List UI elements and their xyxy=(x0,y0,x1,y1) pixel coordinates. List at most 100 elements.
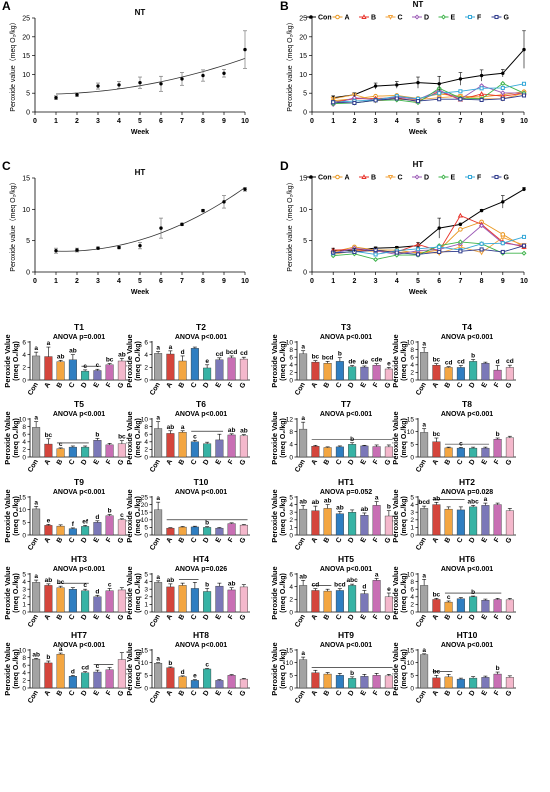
x-tick-label: 7 xyxy=(180,118,184,125)
x-tick-label: A xyxy=(311,537,320,545)
x-axis-label: Week xyxy=(131,129,149,136)
point-F xyxy=(373,252,378,257)
x-tick-label: F xyxy=(372,536,381,544)
anova-label: ANOVA p<0.001 xyxy=(320,411,372,418)
y-tick-label: 5 xyxy=(289,673,293,680)
y-axis-label: Peroxide Value xyxy=(125,334,134,387)
x-tick-label: G xyxy=(117,381,126,390)
x-tick-label: D xyxy=(202,382,211,390)
bar-D xyxy=(203,668,212,689)
x-tick-label: A xyxy=(44,537,53,545)
significance-letter: a xyxy=(156,656,160,663)
y-axis-label: Peroxide Value xyxy=(3,411,12,464)
bar-C xyxy=(190,588,199,613)
y-tick-label: 4 xyxy=(144,352,148,359)
y-axis-unit: (meq O₂/kg) xyxy=(135,418,142,458)
x-tick-label: E xyxy=(360,458,369,466)
x-tick-label: F xyxy=(493,458,502,466)
point-E xyxy=(500,80,506,86)
point-G xyxy=(500,249,505,254)
significance-letter: de xyxy=(348,359,356,366)
legend-marker-A-shape xyxy=(335,174,340,180)
point-G-shape xyxy=(521,93,527,98)
y-tick-label: 6 xyxy=(22,339,26,346)
y-axis-label: Peroxide Value xyxy=(391,411,400,464)
significance-letter: b xyxy=(387,504,391,511)
chart-title: T7 xyxy=(341,399,351,409)
bar-D xyxy=(81,370,90,381)
point-F-shape xyxy=(500,85,505,90)
data-point xyxy=(96,84,100,88)
legend-label: B xyxy=(371,15,376,22)
data-point xyxy=(222,71,226,75)
x-tick-label: B xyxy=(56,382,65,390)
x-tick-label: G xyxy=(505,689,514,698)
x-tick-label: E xyxy=(360,381,369,389)
bar-C xyxy=(190,680,199,689)
point-D xyxy=(500,90,506,96)
significance-letter: cd xyxy=(240,350,248,357)
bar-G xyxy=(239,678,248,689)
x-tick-label: Con xyxy=(415,690,428,705)
x-tick-label: 10 xyxy=(241,118,249,125)
bar-Con xyxy=(154,509,163,536)
y-tick-label: 5 xyxy=(303,238,307,245)
y-tick-label: 5 xyxy=(303,91,307,98)
point-F xyxy=(500,241,505,246)
significance-letter: ab xyxy=(312,499,320,506)
point-G xyxy=(373,98,378,103)
x-tick-label: 8 xyxy=(201,118,205,125)
x-tick-label: B xyxy=(323,459,332,467)
y-tick-label: 0 xyxy=(303,270,307,277)
bar-E xyxy=(93,596,102,613)
x-tick-label: A xyxy=(166,459,175,467)
panel-HT10: HT10 ANOVA p<0.001 0 5 10 15 Peroxide Value (me… xyxy=(391,630,516,705)
bar-F xyxy=(493,599,502,613)
x-tick-label: 1 xyxy=(54,278,58,285)
series-line-G xyxy=(333,95,525,104)
y-tick-label: 6 xyxy=(289,571,293,578)
x-tick-label: 6 xyxy=(159,118,163,125)
y-axis-label: Peroxide Value xyxy=(3,642,12,695)
y-tick-label: 2 xyxy=(144,594,148,601)
x-tick-label: 4 xyxy=(117,118,121,125)
point-G-shape xyxy=(415,252,421,257)
point-D-shape xyxy=(479,223,485,229)
point-E xyxy=(521,250,527,256)
x-tick-label: B xyxy=(444,537,453,545)
point-G xyxy=(394,96,399,101)
legend-marker-G xyxy=(494,174,499,180)
y-tick-label: 15 xyxy=(407,416,415,423)
x-tick-label: F xyxy=(227,689,236,697)
bar-F xyxy=(227,675,236,689)
x-tick-label: A xyxy=(166,614,175,622)
x-tick-label: Con xyxy=(27,459,40,474)
x-tick-label: D xyxy=(347,382,356,390)
series-line-F xyxy=(333,83,525,103)
panel-letter: C xyxy=(2,159,11,173)
legend-label: C xyxy=(398,175,403,182)
bar-D xyxy=(469,447,478,458)
significance-letter: b xyxy=(168,660,172,667)
bar-C xyxy=(190,441,199,458)
significance-letter: a xyxy=(34,415,38,422)
bar-E xyxy=(93,522,102,536)
significance-letter: e xyxy=(205,358,209,365)
bar-A xyxy=(166,353,175,381)
bar-F xyxy=(493,369,502,381)
y-axis-label: Peroxide Value xyxy=(391,642,400,695)
y-axis-unit: (meq O₂/kg) xyxy=(280,496,287,536)
bar-C xyxy=(456,447,465,458)
y-tick-label: 25 xyxy=(141,494,149,501)
chart-title: T5 xyxy=(74,399,84,409)
bar-B xyxy=(56,525,65,536)
data-point xyxy=(75,93,79,97)
x-tick-label: 7 xyxy=(458,278,462,285)
y-tick-label: 2 xyxy=(144,447,148,454)
x-tick-label: G xyxy=(505,613,514,622)
x-tick-label: Con xyxy=(294,614,307,629)
x-tick-label: 5 xyxy=(138,278,142,285)
y-tick-label: 8 xyxy=(289,347,293,354)
significance-letter: b xyxy=(350,670,354,677)
